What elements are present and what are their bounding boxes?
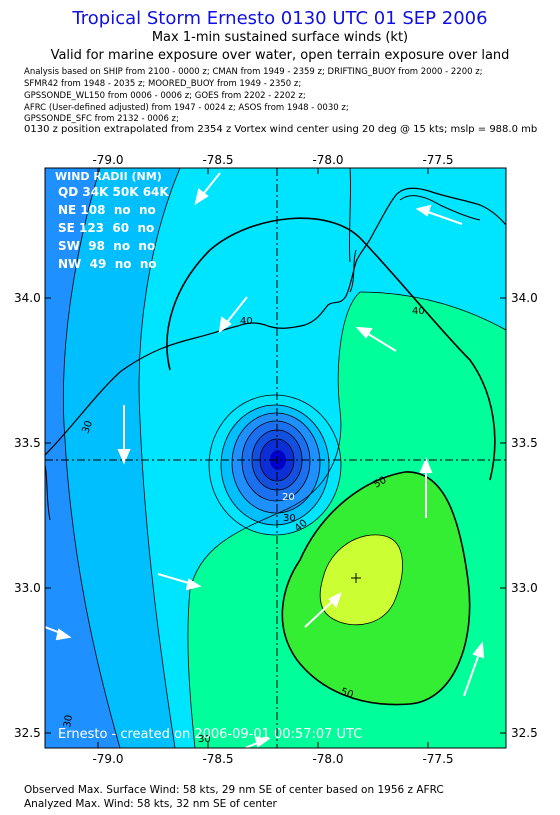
map-frame <box>44 167 507 749</box>
contour-label: 30 <box>283 513 296 524</box>
lat-label-right: 32.5 <box>511 726 538 740</box>
lat-label-left: 33.0 <box>14 581 41 595</box>
lon-label-top: -79.0 <box>92 153 123 167</box>
center-core <box>270 450 286 470</box>
latitude-labels: 34.0 33.5 33.0 32.5 34.0 33.5 33.0 32.5 <box>14 291 538 740</box>
wind-radii-row: SE 123 60 no <box>58 221 154 235</box>
axis-ticks <box>45 168 506 748</box>
lat-label-left: 33.5 <box>14 436 41 450</box>
lat-label-left: 32.5 <box>14 726 41 740</box>
center-crosshair <box>45 168 506 748</box>
creation-credit: Ernesto - created on 2006-09-01 00:57:07… <box>58 727 362 742</box>
lat-label-right: 33.5 <box>511 436 538 450</box>
wind-radii-row: SW 98 no no <box>58 239 155 253</box>
lat-label-left: 34.0 <box>14 291 41 305</box>
contour-label: 30 <box>80 419 95 435</box>
lon-label-top: -78.5 <box>202 153 233 167</box>
validity-note: Valid for marine exposure over water, op… <box>50 48 510 63</box>
lat-label-right: 33.0 <box>511 581 538 595</box>
data-source-line: GPSSONDE_SFC from 2132 - 0006 z; <box>24 114 179 124</box>
contour-label: 40 <box>240 316 253 327</box>
lon-label-top: -78.0 <box>312 153 343 167</box>
analyzed-max-wind: Analyzed Max. Wind: 58 kts, 32 nm SE of … <box>24 798 277 810</box>
longitude-labels: -79.0 -78.5 -78.0 -77.5 -79.0 -78.5 -78.… <box>92 153 453 766</box>
max-wind-marker <box>351 573 361 583</box>
contour-labels: 40 40 30 20 30 40 50 50 30 30 <box>62 306 425 745</box>
lon-label-bottom: -79.0 <box>92 752 123 766</box>
coastline <box>45 187 506 456</box>
wind-radii-header: QD 34K 50K 64K <box>58 185 169 199</box>
contour-label: 30 <box>62 714 75 728</box>
contour-label: 30 <box>198 734 211 745</box>
wind-radii-title: WIND RADII (NM) <box>55 170 162 183</box>
map-subtitle: Max 1-min sustained surface winds (kt) <box>151 30 409 45</box>
position-note: 0130 z position extrapolated from 2354 z… <box>24 124 538 135</box>
wind-field-map: WIND RADII (NM) QD 34K 50K 64K NE 108 no… <box>14 153 538 766</box>
data-source-line: AFRC (User-defined adjusted) from 1947 -… <box>24 103 349 113</box>
fill-band-60-plus <box>320 534 403 625</box>
data-source-line: GPSSONDE_WL150 from 0006 - 0006 z; GOES … <box>24 91 306 101</box>
wind-radii-row: NE 108 no no <box>58 203 156 217</box>
wind-radii-row: NW 49 no no <box>58 257 157 271</box>
lon-label-top: -77.5 <box>422 153 453 167</box>
contour-label: 50 <box>339 686 355 701</box>
wind-radii-table: WIND RADII (NM) QD 34K 50K 64K NE 108 no… <box>55 170 169 271</box>
wind-vectors <box>45 172 485 748</box>
contour-label: 20 <box>282 492 295 503</box>
observed-max-wind: Observed Max. Surface Wind: 58 kts, 29 n… <box>24 784 444 796</box>
contour-label: 40 <box>412 306 425 317</box>
map-title: Tropical Storm Ernesto 0130 UTC 01 SEP 2… <box>72 8 488 29</box>
lat-label-right: 34.0 <box>511 291 538 305</box>
lon-label-bottom: -78.0 <box>312 752 343 766</box>
data-source-line: Analysis based on SHIP from 2100 - 0000 … <box>24 67 483 77</box>
contour-lines <box>63 168 506 748</box>
wind-radii-34kt <box>166 217 496 481</box>
data-source-line: SFMR42 from 1948 - 2035 z; MOORED_BUOY f… <box>24 79 302 89</box>
lon-label-bottom: -78.5 <box>202 752 233 766</box>
wind-contour-fills: WIND RADII (NM) QD 34K 50K 64K NE 108 no… <box>45 168 506 748</box>
lon-label-bottom: -77.5 <box>422 752 453 766</box>
